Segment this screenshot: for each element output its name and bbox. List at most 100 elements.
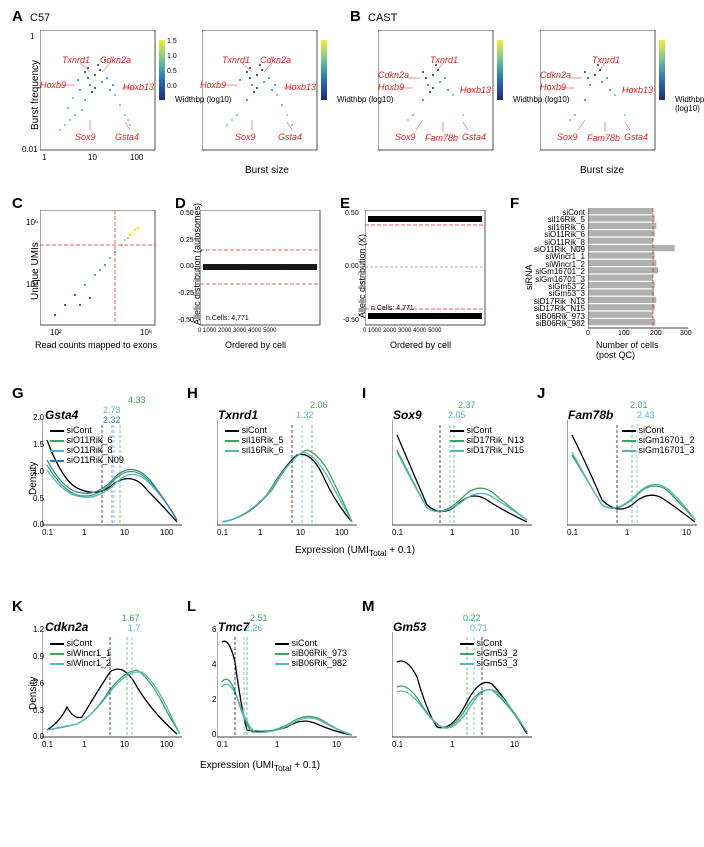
leg-l-1: siB06Rik_973 xyxy=(275,648,347,658)
gene-sox9-b2: Sox9 xyxy=(557,132,578,142)
hx-10: 10 xyxy=(296,528,305,537)
ex-ticks: 0 1000 2000 3000 4000 5000 xyxy=(363,328,441,334)
val-i-a: 2.37 xyxy=(458,400,476,410)
dx-ticks: 0 1000 2000 3000 4000 5000 xyxy=(198,328,276,334)
gene-cdkn2a-a1: Cdkn2a xyxy=(100,55,131,65)
gene-txnrd1-b1: Txnrd1 xyxy=(430,55,458,65)
lx-10: 10 xyxy=(332,740,341,749)
val-m-b: 0.71 xyxy=(470,623,488,633)
gene-txnrd1-b2: Txnrd1 xyxy=(592,55,620,65)
scatter-e: n.Cells: 4,771 xyxy=(365,210,495,340)
gene-sox9-b1: Sox9 xyxy=(395,132,416,142)
dy-m025: -0.25 xyxy=(178,290,194,297)
val-h-b: 1.32 xyxy=(296,410,314,420)
leg-m-1: siGm53_2 xyxy=(460,648,518,658)
gene-sox9-a2: Sox9 xyxy=(235,132,256,142)
panel-label-h: H xyxy=(187,385,198,402)
gene-gsta4-a2: Gsta4 xyxy=(278,132,302,142)
xlabel-reads: Read counts mapped to exons xyxy=(35,340,157,350)
gene-hoxb13-b2: Hoxb13 xyxy=(622,85,653,95)
gx-10: 10 xyxy=(120,528,129,537)
gene-txnrd1-a1: Txnrd1 xyxy=(62,55,90,65)
leg-j-2: siGm16701_3 xyxy=(622,445,695,455)
gene-hoxb9-b2: Hoxb9 xyxy=(540,82,566,92)
fx-0: 0 xyxy=(586,330,590,337)
xlabel-ordered-e: Ordered by cell xyxy=(390,340,451,350)
tick-bf-001: 0.01 xyxy=(22,145,38,154)
sirna-row-15: siB06Rik_982 xyxy=(530,319,585,328)
val-g-c: 2.32 xyxy=(103,415,121,425)
ly-0: 0 xyxy=(212,730,216,739)
leg-h-0: siCont xyxy=(225,425,267,435)
gene-fam78b-b1: Fam78b xyxy=(425,133,458,143)
cy-106: 10⁶ xyxy=(26,218,38,227)
ky-06: 0.6 xyxy=(33,679,44,688)
lx-1: 1 xyxy=(275,740,279,749)
scatter-c xyxy=(40,210,165,340)
leg-k-0: siCont xyxy=(50,638,92,648)
gy-10: 1.0 xyxy=(33,467,44,476)
ylabel-burst-freq: Burst frequency xyxy=(30,60,41,130)
tick-bs1-10: 10 xyxy=(88,153,97,162)
val-g-b: 2.73 xyxy=(103,405,121,415)
cx-106: 10⁶ xyxy=(140,328,152,337)
tick-bf-1: 1 xyxy=(30,32,34,41)
leg-i-2: siD17Rik_N15 xyxy=(450,445,524,455)
fx-100: 100 xyxy=(618,330,630,337)
mx-01: 0.1 xyxy=(392,740,403,749)
val-l-b: 2.26 xyxy=(245,623,263,633)
hx-1: 1 xyxy=(258,528,262,537)
gene-gsta4-a1: Gsta4 xyxy=(115,132,139,142)
fx-300: 300 xyxy=(680,330,692,337)
panel-label-i: I xyxy=(362,385,366,402)
gx-100: 100 xyxy=(160,528,173,537)
val-l-a: 2.51 xyxy=(250,613,268,623)
scatter-b1 xyxy=(378,30,508,165)
val-m-a: 0.22 xyxy=(463,613,481,623)
gy-15: 1.5 xyxy=(33,440,44,449)
jx-10: 10 xyxy=(682,528,691,537)
val-k-a: 1.67 xyxy=(122,613,140,623)
val-h-a: 2.06 xyxy=(310,400,328,410)
gene-cdkn2a-b1: Cdkn2a xyxy=(378,70,409,80)
ly-4: 4 xyxy=(212,660,216,669)
jx-01: 0.1 xyxy=(567,528,578,537)
gene-cdkn2a-b2: Cdkn2a xyxy=(540,70,571,80)
kx-01: 0.1 xyxy=(42,740,53,749)
tick-bs1-100: 100 xyxy=(130,153,143,162)
leg-j-1: siGm16701_2 xyxy=(622,435,695,445)
panel-label-c: C xyxy=(12,195,23,212)
xlabel-burst-size-a: Burst size xyxy=(245,165,289,176)
leg-k-2: siWincr1_2 xyxy=(50,658,111,668)
xlabel-expr-2: Expression (UMITotal + 0.1) xyxy=(200,760,320,773)
xlabel-ordered-d: Ordered by cell xyxy=(225,340,286,350)
dy-m050: -0.50 xyxy=(178,317,194,324)
cbt-05: 0.5 xyxy=(167,68,177,75)
leg-g-1: siO11Rik_6 xyxy=(50,435,112,445)
kx-10: 10 xyxy=(120,740,129,749)
leg-g-2: siO11Rik_8 xyxy=(50,445,112,455)
fx-200: 200 xyxy=(650,330,662,337)
val-j-b: 2.43 xyxy=(637,410,655,420)
val-g-a: 4.33 xyxy=(128,395,146,405)
ylabel-allelic-x: Allelic distribution (X) xyxy=(357,234,367,318)
cbt-00: 0.0 xyxy=(167,83,177,90)
cy-104: 10⁴ xyxy=(26,280,38,289)
leg-k-1: siWincr1_1 xyxy=(50,648,111,658)
xlabel-burst-size-b: Burst size xyxy=(580,165,624,176)
ly-2: 2 xyxy=(212,695,216,704)
gene-hoxb9-a2: Hoxb9 xyxy=(200,80,226,90)
gene-sox9-a1: Sox9 xyxy=(75,132,96,142)
leg-m-2: siGm53_3 xyxy=(460,658,518,668)
panel-label-k: K xyxy=(12,598,23,615)
hx-100: 100 xyxy=(335,528,348,537)
ky-12: 1.2 xyxy=(33,625,44,634)
tick-bs1-1: 1 xyxy=(42,153,46,162)
bars-f xyxy=(588,208,698,338)
gene-hoxb9-b1: Hoxb9 xyxy=(378,82,404,92)
panel-label-b: B xyxy=(350,8,361,25)
gene-hoxb9-a1: Hoxb9 xyxy=(40,80,66,90)
gx-1: 1 xyxy=(82,528,86,537)
svg-text:n.Cells: 4,771: n.Cells: 4,771 xyxy=(206,315,249,322)
leg-j-0: siCont xyxy=(622,425,664,435)
